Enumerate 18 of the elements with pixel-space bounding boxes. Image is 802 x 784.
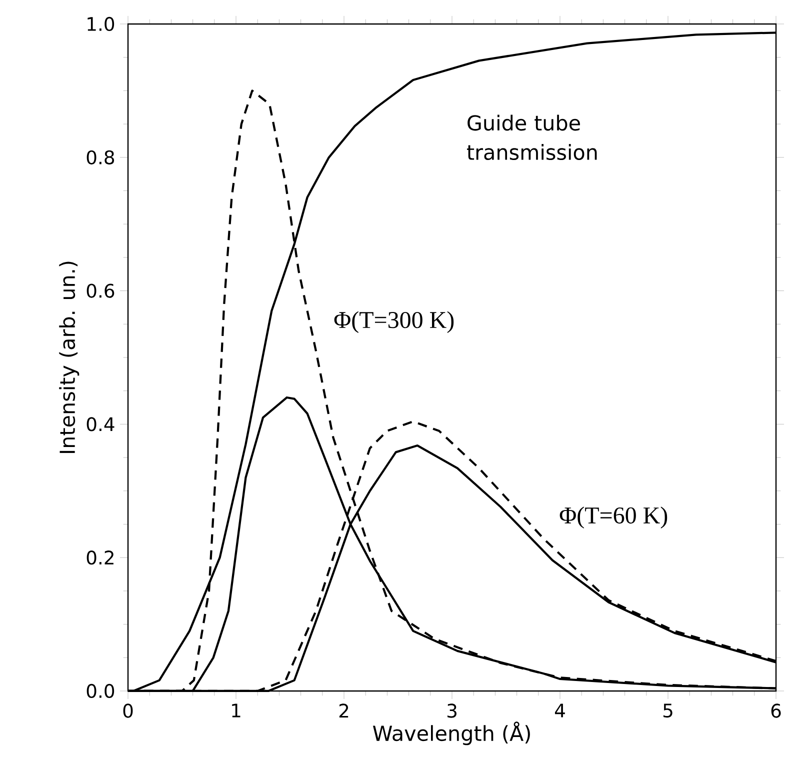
annotation: Φ(T=60 K) — [560, 506, 668, 528]
y-tick-label: 0.0 — [86, 684, 114, 698]
annotation: Φ(T=300 K) — [334, 311, 454, 334]
x-tick-label: 2 — [339, 704, 348, 718]
x-axis-title: Wavelength (Å) — [372, 722, 530, 746]
x-tick-label: 5 — [664, 704, 672, 718]
y-tick-label: 1.0 — [88, 16, 114, 32]
y-tick-label: 0.2 — [86, 550, 114, 565]
x-tick-label: 4 — [554, 704, 565, 718]
x-tick-label: 3 — [447, 704, 456, 718]
annotation: Guide tube transmission — [467, 114, 597, 160]
x-tick-label: 0 — [123, 704, 133, 718]
y-tick-label: 0.6 — [86, 284, 114, 298]
y-tick-label: 0.8 — [86, 150, 114, 164]
x-tick-label: 1 — [232, 704, 240, 718]
x-tick-label: 6 — [771, 704, 781, 718]
y-tick-label: 0.4 — [86, 417, 114, 432]
y-axis-title: Intensity (arb. un.) — [59, 262, 80, 453]
